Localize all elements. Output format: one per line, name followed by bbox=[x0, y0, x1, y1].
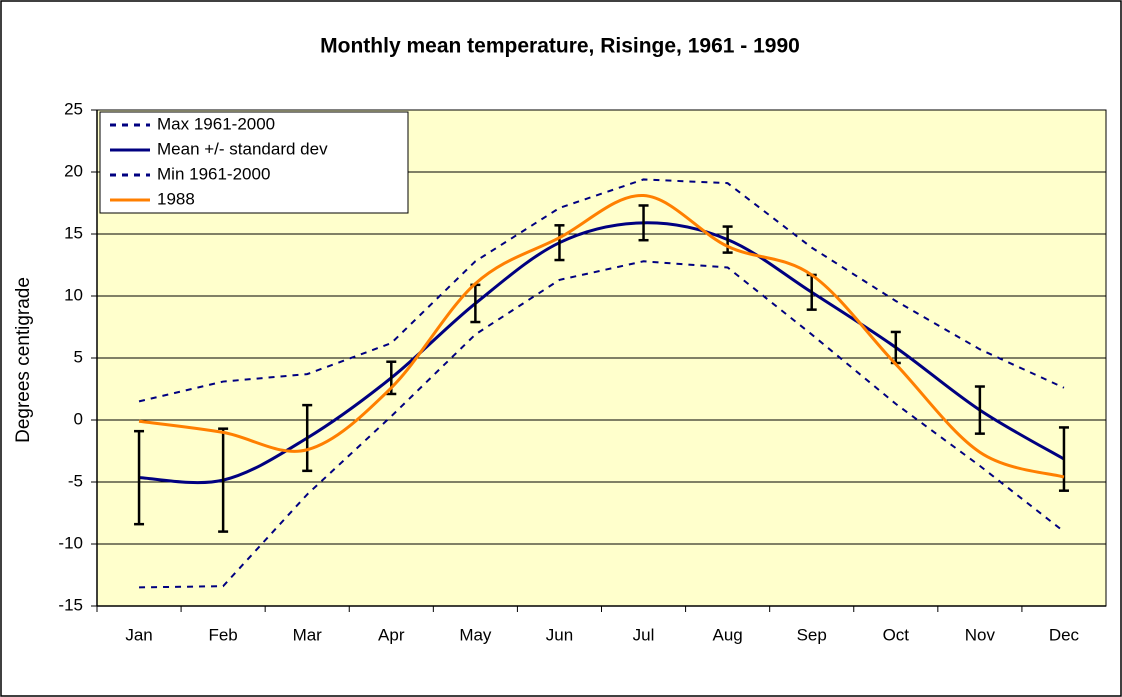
x-tick-label: Jan bbox=[125, 625, 152, 644]
legend-box bbox=[99, 111, 409, 214]
x-tick-label: Mar bbox=[293, 625, 323, 644]
x-tick-label: May bbox=[459, 625, 492, 644]
y-tick-label: -10 bbox=[58, 533, 83, 552]
x-tick-label: Apr bbox=[378, 625, 405, 644]
x-tick-label: Oct bbox=[883, 625, 910, 644]
x-tick-label: Jun bbox=[546, 625, 573, 644]
y-tick-label: 20 bbox=[64, 161, 83, 180]
y-tick-label: 10 bbox=[64, 285, 83, 304]
x-tick-label: Jul bbox=[633, 625, 655, 644]
y-tick-label: 5 bbox=[74, 347, 83, 366]
legend-label: Min 1961-2000 bbox=[157, 164, 270, 183]
legend-label: 1988 bbox=[157, 189, 195, 208]
legend-label: Mean +/- standard dev bbox=[157, 139, 328, 158]
y-tick-label: 15 bbox=[64, 223, 83, 242]
y-axis-label: Degrees centigrade bbox=[13, 277, 34, 443]
chart-title: Monthly mean temperature, Risinge, 1961 … bbox=[320, 35, 800, 58]
y-tick-label: -5 bbox=[68, 471, 83, 490]
x-tick-label: Sep bbox=[797, 625, 827, 644]
series-line bbox=[138, 194, 1065, 479]
x-tick-label: Nov bbox=[965, 625, 996, 644]
y-tick-label: -15 bbox=[58, 595, 83, 614]
y-tick-label: 25 bbox=[64, 99, 83, 118]
legend-label: Max 1961-2000 bbox=[157, 114, 275, 133]
x-tick-label: Feb bbox=[208, 625, 237, 644]
y-tick-label: 0 bbox=[74, 409, 83, 428]
series-line bbox=[138, 221, 1065, 485]
series-line bbox=[138, 178, 1065, 403]
x-tick-label: Dec bbox=[1049, 625, 1080, 644]
x-tick-label: Aug bbox=[713, 625, 743, 644]
